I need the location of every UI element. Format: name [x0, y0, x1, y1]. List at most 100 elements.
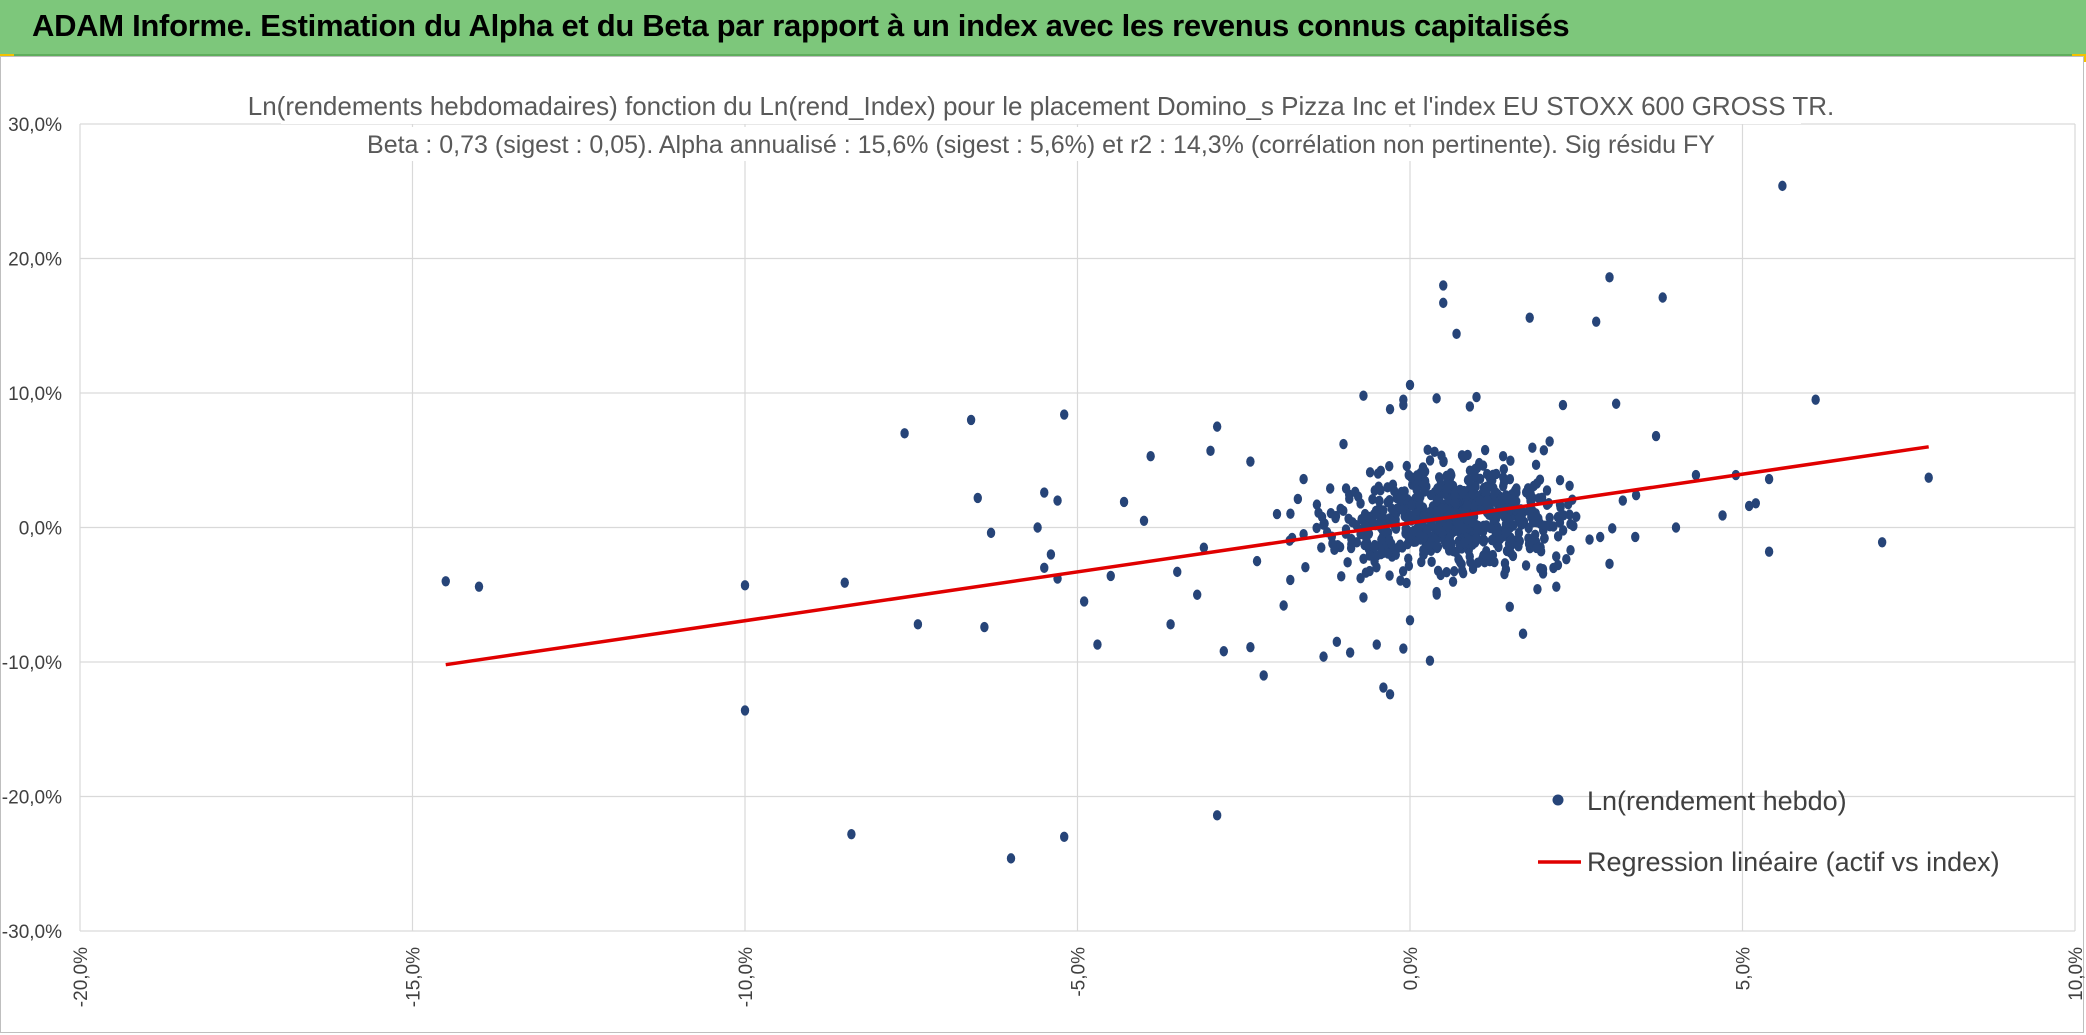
- chart-subtitle: Beta : 0,73 (sigest : 0,05). Alpha annua…: [367, 131, 1715, 159]
- data-point: [1472, 391, 1481, 403]
- data-point: [1359, 592, 1368, 603]
- chart-grid: [79, 123, 2076, 932]
- data-point: [1452, 328, 1461, 340]
- data-point: [1033, 522, 1042, 533]
- data-point: [1515, 512, 1524, 524]
- data-point: [740, 580, 750, 591]
- data-point: [1585, 534, 1594, 545]
- data-point: [1365, 550, 1374, 561]
- data-point: [1312, 499, 1322, 510]
- data-point: [1060, 409, 1069, 420]
- x-tick-label: -20,0%: [71, 947, 92, 1007]
- data-point: [1450, 497, 1460, 508]
- data-point: [1368, 494, 1377, 505]
- data-point: [1506, 455, 1515, 466]
- data-point: [1339, 438, 1348, 450]
- data-point: [1385, 689, 1395, 700]
- data-point: [1385, 513, 1394, 524]
- data-point: [1631, 531, 1640, 543]
- data-point: [1404, 560, 1414, 572]
- data-point: [1658, 292, 1667, 303]
- y-tick-label: -10,0%: [2, 653, 62, 674]
- data-point: [1173, 566, 1182, 578]
- data-point: [1053, 495, 1062, 506]
- data-point: [1372, 550, 1382, 561]
- data-point: [1319, 651, 1328, 662]
- data-point: [1372, 639, 1381, 650]
- data-point: [1502, 493, 1512, 504]
- data-point: [1405, 615, 1415, 626]
- data-point: [1468, 488, 1477, 500]
- data-point: [1536, 563, 1545, 574]
- data-point: [1384, 534, 1394, 545]
- data-point: [1412, 470, 1422, 481]
- data-point: [1199, 542, 1209, 553]
- data-point: [1425, 540, 1434, 551]
- data-point: [1060, 831, 1069, 843]
- data-point: [1402, 460, 1411, 472]
- data-point: [1924, 472, 1933, 483]
- data-point: [1435, 473, 1445, 484]
- data-point: [1811, 394, 1820, 405]
- data-point: [1417, 556, 1426, 568]
- data-point: [1219, 646, 1229, 657]
- data-point: [1346, 542, 1356, 554]
- data-point: [1651, 430, 1661, 442]
- data-point: [1495, 534, 1505, 545]
- data-point: [1206, 445, 1215, 457]
- data-point: [1764, 546, 1774, 557]
- x-tick-label: -10,0%: [736, 947, 757, 1007]
- data-point: [1359, 390, 1368, 401]
- data-point: [1545, 436, 1554, 447]
- data-point: [1040, 487, 1049, 498]
- data-point: [986, 527, 996, 539]
- data-point: [1385, 403, 1395, 415]
- data-point: [1332, 636, 1342, 648]
- data-point: [1487, 534, 1497, 546]
- data-point: [1425, 655, 1435, 666]
- data-point: [1336, 503, 1345, 515]
- data-point: [1592, 316, 1601, 327]
- data-point: [1377, 534, 1386, 545]
- data-point: [1556, 502, 1565, 513]
- data-point: [1432, 589, 1441, 600]
- data-point: [1420, 486, 1429, 497]
- data-point: [973, 492, 982, 504]
- data-point: [1558, 399, 1568, 411]
- data-point: [1430, 446, 1439, 457]
- data-point: [1545, 512, 1554, 523]
- data-point: [1106, 570, 1115, 582]
- data-point: [1426, 489, 1436, 501]
- data-point: [1371, 505, 1381, 516]
- data-point: [1279, 600, 1288, 611]
- report-title: ADAM Informe. Estimation du Alpha et du …: [32, 8, 1570, 43]
- data-point: [474, 581, 484, 592]
- data-point: [1385, 460, 1394, 472]
- data-point: [1512, 483, 1521, 494]
- data-point: [1618, 495, 1628, 506]
- data-point: [1379, 682, 1388, 693]
- data-point: [847, 828, 856, 840]
- y-tick-label: 30,0%: [8, 115, 62, 136]
- data-point: [1119, 496, 1129, 508]
- data-point: [1352, 519, 1361, 531]
- data-point: [1501, 527, 1510, 538]
- chart-title-background: [281, 87, 1801, 124]
- data-point: [1375, 495, 1384, 507]
- data-point: [1778, 180, 1787, 192]
- data-point: [1555, 474, 1565, 486]
- data-point: [980, 621, 989, 633]
- data-point: [1326, 508, 1336, 519]
- data-point: [1480, 444, 1490, 456]
- data-point: [1486, 522, 1495, 534]
- data-point: [1405, 379, 1415, 391]
- data-point: [1326, 483, 1335, 494]
- data-point: [1442, 483, 1451, 495]
- data-point: [1457, 565, 1467, 576]
- data-point: [1482, 494, 1492, 506]
- data-point: [1469, 501, 1479, 512]
- data-point: [1212, 421, 1222, 432]
- data-point: [1312, 522, 1321, 534]
- chart-legend: Ln(rendement hebdo) Regression linéaire …: [1538, 786, 2000, 877]
- data-point: [1532, 478, 1542, 489]
